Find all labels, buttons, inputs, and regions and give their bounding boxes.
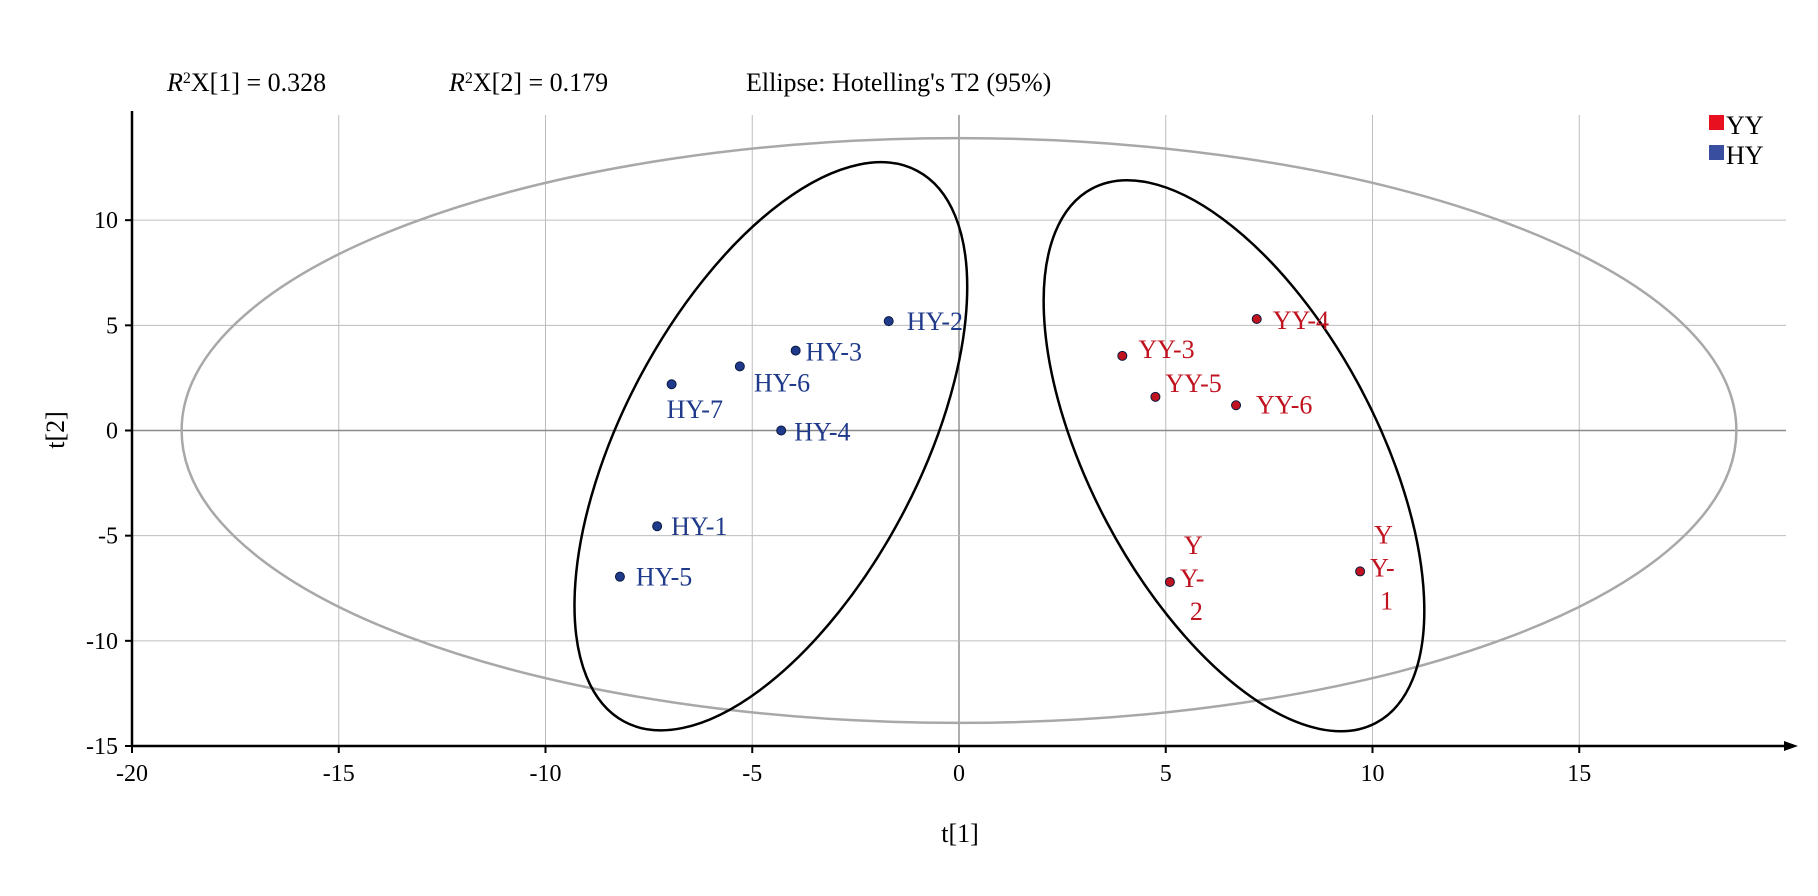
point-label-yy-4: YY-4 <box>1273 306 1329 335</box>
point-label-yy-5: YY-5 <box>1165 369 1221 398</box>
y-tick-label: -10 <box>86 629 118 655</box>
point-label-hy-2: HY-2 <box>907 307 963 336</box>
point-label-yy-3: YY-3 <box>1138 335 1194 364</box>
point-label-yy-6: YY-6 <box>1256 390 1312 419</box>
point-yy-1 <box>1355 566 1366 577</box>
point-yy-6 <box>1231 400 1242 411</box>
point-hy-1 <box>652 521 663 532</box>
data-points <box>614 314 1366 587</box>
x-tick-label: -5 <box>742 761 762 787</box>
point-yy-4 <box>1251 314 1262 325</box>
r2x1-header: R2X[1] = 0.328 <box>166 68 326 97</box>
y-tick-label: 10 <box>94 208 118 234</box>
point-hy-3 <box>790 345 801 356</box>
point-hy-5 <box>614 571 625 582</box>
legend-label-hy: HY <box>1726 141 1764 170</box>
grid-lines <box>132 115 1786 746</box>
point-labels: YY-4 YY-3 YY-5 YY-6 Y Y-2 Y Y-1 HY-2 HY-3HY-6 HY-7… <box>636 306 1395 626</box>
legend-swatch-yy <box>1709 115 1724 130</box>
point-label-hy-5: HY-5 <box>636 563 692 592</box>
point-yy-3 <box>1117 350 1128 361</box>
point-hy-7 <box>666 379 677 390</box>
hotelling-t2-ellipse <box>180 136 1738 725</box>
group-ellipse-hy <box>573 160 969 732</box>
group-ellipse-yy <box>1042 178 1426 733</box>
x-tick-label: -10 <box>530 761 562 787</box>
point-hy-6 <box>734 361 745 372</box>
x-tick-label: 5 <box>1160 761 1172 787</box>
x-tick-label: -20 <box>116 761 148 787</box>
x-tick-label: 15 <box>1567 761 1591 787</box>
y-tick-label: -5 <box>98 524 118 550</box>
x-tick-label: 10 <box>1361 761 1385 787</box>
point-hy-4 <box>776 425 787 436</box>
point-label-yy-2: Y Y-2 <box>1180 531 1205 626</box>
point-label-hy-1: HY-1 <box>671 512 727 541</box>
ellipses <box>180 136 1738 733</box>
point-yy-2 <box>1164 576 1175 587</box>
point-label-hy-6: HY-6 <box>754 368 810 397</box>
axes <box>125 111 1798 753</box>
legend-swatch-hy <box>1709 145 1724 160</box>
point-label-hy-3: HY-3 <box>806 338 862 367</box>
point-hy-2 <box>883 316 894 327</box>
y-tick-label: 5 <box>106 313 118 339</box>
point-label-hy-4: HY-4 <box>794 418 850 447</box>
point-yy-5 <box>1150 391 1161 402</box>
y-tick-label: -15 <box>86 734 118 760</box>
legend: YY HY <box>1709 111 1764 170</box>
legend-label-yy: YY <box>1726 111 1764 140</box>
y-axis-label: t[2] <box>41 411 70 449</box>
y-tick-label: 0 <box>106 419 118 445</box>
point-label-yy-1: Y Y-1 <box>1370 520 1395 615</box>
x-axis-arrow <box>1784 741 1798 751</box>
r2x2-header: R2X[2] = 0.179 <box>448 68 608 97</box>
ellipse-note: Ellipse: Hotelling's T2 (95%) <box>746 68 1051 97</box>
point-label-hy-7: HY-7 <box>667 395 723 424</box>
x-axis-label: t[1] <box>941 819 979 848</box>
x-tick-label: -15 <box>323 761 355 787</box>
x-tick-label: 0 <box>953 761 965 787</box>
